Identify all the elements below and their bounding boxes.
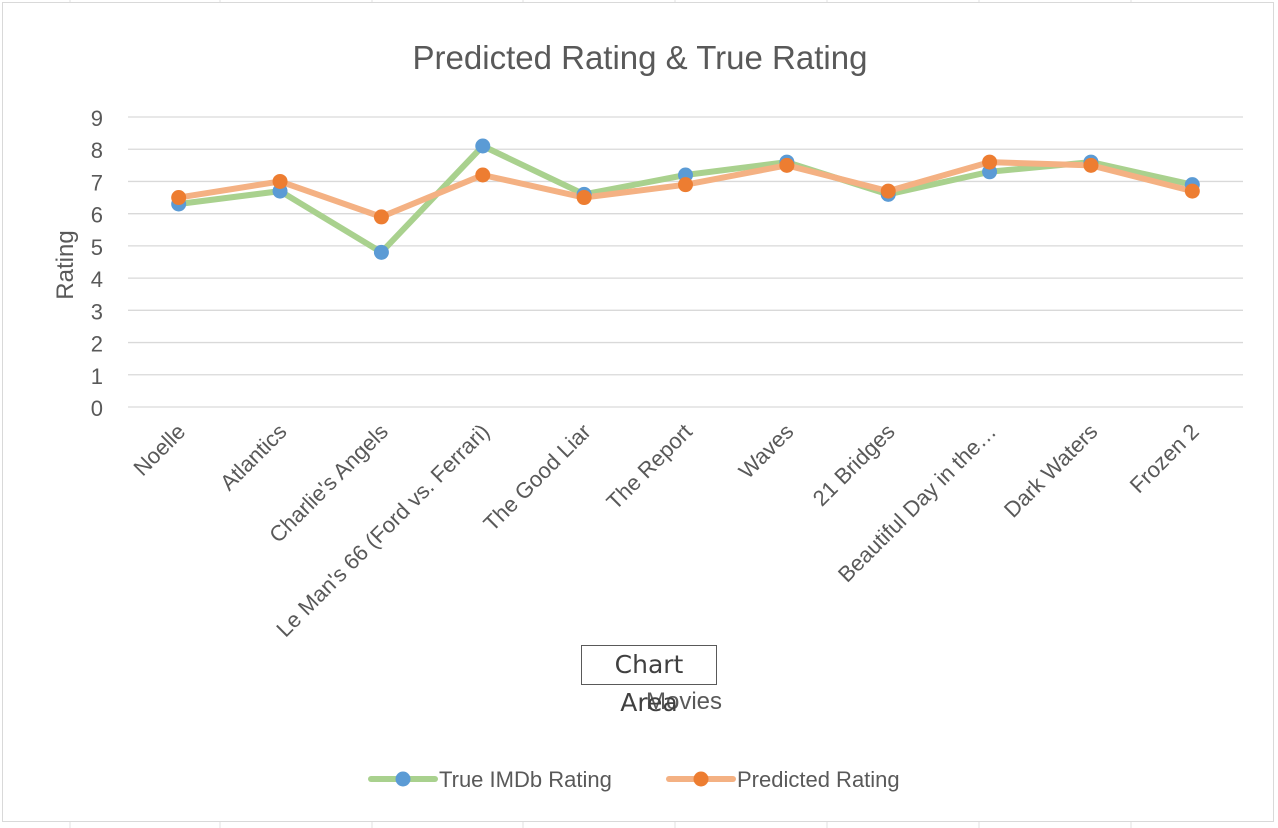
legend-label-1: True IMDb Rating [439, 767, 612, 792]
data-point-s1 [475, 138, 491, 154]
data-point-s2 [678, 177, 693, 193]
y-tick-label: 1 [91, 364, 103, 389]
y-tick-label: 7 [91, 170, 103, 195]
x-tick-label: Dark Waters [999, 419, 1103, 523]
y-tick-label: 3 [91, 299, 103, 324]
y-tick-label: 4 [91, 267, 103, 292]
data-point-s2 [880, 183, 896, 199]
data-point-s2 [171, 190, 187, 206]
y-tick-label: 0 [91, 396, 103, 421]
data-point-s1 [373, 244, 389, 260]
x-tick-label: The Report [602, 419, 698, 515]
chart-plot: Predicted Rating & True Rating 0 1 2 3 4 5 6 7 8 9… [52, 39, 1243, 792]
x-tick-label: The Good Liar [479, 419, 596, 536]
data-point-s2 [1184, 183, 1200, 199]
y-axis-title: Rating [52, 230, 79, 299]
x-tick-label: Waves [734, 419, 799, 484]
chart-area-tooltip: Chart Area [581, 645, 717, 717]
data-point-s2 [576, 190, 592, 206]
legend-marker-2 [693, 771, 709, 787]
y-tick-label: 6 [91, 203, 103, 228]
y-tick-label: 2 [91, 332, 103, 357]
x-tick-label: Frozen 2 [1125, 419, 1204, 498]
x-tick-label: 21 Bridges [808, 419, 900, 511]
x-axis-title: Movies [646, 688, 722, 715]
y-tick-label: 5 [91, 235, 103, 260]
x-tick-label: Noelle [128, 419, 190, 481]
y-tick-label: 9 [91, 106, 103, 131]
legend-marker-1 [395, 771, 411, 787]
x-tick-label: Le Man's 66 (Ford vs. Ferrari) [271, 419, 494, 642]
chart-title: Predicted Rating & True Rating [413, 39, 868, 76]
data-point-s2 [1083, 157, 1099, 173]
data-point-s2 [982, 154, 998, 170]
data-point-s2 [272, 173, 288, 189]
data-point-s2 [779, 157, 795, 173]
data-point-s2 [373, 209, 389, 225]
data-point-s2 [475, 167, 491, 183]
legend-label-2: Predicted Rating [737, 767, 900, 792]
x-tick-label: Atlantics [215, 419, 291, 495]
y-tick-label: 8 [91, 138, 103, 163]
